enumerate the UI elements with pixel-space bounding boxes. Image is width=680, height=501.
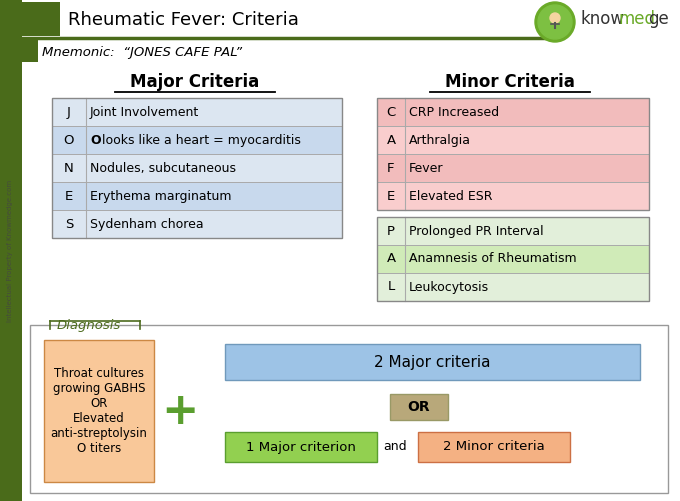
FancyBboxPatch shape bbox=[30, 325, 668, 493]
FancyBboxPatch shape bbox=[22, 2, 60, 36]
FancyBboxPatch shape bbox=[52, 98, 342, 126]
FancyBboxPatch shape bbox=[418, 432, 570, 462]
Text: 1 Major criterion: 1 Major criterion bbox=[246, 440, 356, 453]
FancyBboxPatch shape bbox=[225, 344, 640, 380]
Text: O: O bbox=[64, 133, 74, 146]
Text: know: know bbox=[580, 10, 624, 28]
Text: C: C bbox=[386, 106, 396, 119]
Text: L: L bbox=[388, 281, 394, 294]
Text: 2 Minor criteria: 2 Minor criteria bbox=[443, 440, 545, 453]
Text: E: E bbox=[387, 189, 395, 202]
Text: P: P bbox=[387, 224, 395, 237]
Text: A: A bbox=[386, 133, 396, 146]
Text: Throat cultures
growing GABHS
OR
Elevated
anti-streptolysin
O titers: Throat cultures growing GABHS OR Elevate… bbox=[50, 367, 148, 455]
Text: Fever: Fever bbox=[409, 161, 443, 174]
Text: looks like a heart = myocarditis: looks like a heart = myocarditis bbox=[98, 133, 301, 146]
Text: med: med bbox=[619, 10, 656, 28]
Text: and: and bbox=[384, 440, 407, 453]
Text: N: N bbox=[64, 161, 74, 174]
FancyBboxPatch shape bbox=[52, 154, 342, 182]
Circle shape bbox=[550, 13, 560, 23]
FancyBboxPatch shape bbox=[377, 126, 649, 154]
FancyBboxPatch shape bbox=[44, 340, 154, 482]
FancyBboxPatch shape bbox=[377, 273, 649, 301]
Text: Elevated ESR: Elevated ESR bbox=[409, 189, 492, 202]
FancyBboxPatch shape bbox=[22, 40, 38, 62]
Text: ge: ge bbox=[648, 10, 668, 28]
Text: Sydenham chorea: Sydenham chorea bbox=[90, 217, 203, 230]
Text: Major Criteria: Major Criteria bbox=[131, 73, 260, 91]
Text: Mnemonic:  “JONES CAFE PAL”: Mnemonic: “JONES CAFE PAL” bbox=[42, 46, 242, 59]
Text: CRP Increased: CRP Increased bbox=[409, 106, 499, 119]
Text: F: F bbox=[387, 161, 395, 174]
FancyBboxPatch shape bbox=[225, 432, 377, 462]
FancyBboxPatch shape bbox=[377, 245, 649, 273]
Text: Anamnesis of Rheumatism: Anamnesis of Rheumatism bbox=[409, 253, 577, 266]
Text: E: E bbox=[65, 189, 73, 202]
Text: Nodules, subcutaneous: Nodules, subcutaneous bbox=[90, 161, 236, 174]
Text: Intellectual Property of Knowmedge.com: Intellectual Property of Knowmedge.com bbox=[7, 179, 13, 322]
Circle shape bbox=[535, 2, 575, 42]
Circle shape bbox=[538, 5, 572, 39]
FancyBboxPatch shape bbox=[390, 394, 448, 420]
Text: Arthralgia: Arthralgia bbox=[409, 133, 471, 146]
Text: Rheumatic Fever: Criteria: Rheumatic Fever: Criteria bbox=[68, 11, 299, 29]
Text: 2 Major criteria: 2 Major criteria bbox=[374, 355, 491, 370]
Text: J: J bbox=[67, 106, 71, 119]
Text: OR: OR bbox=[408, 400, 430, 414]
Text: Prolonged PR Interval: Prolonged PR Interval bbox=[409, 224, 543, 237]
Text: Erythema marginatum: Erythema marginatum bbox=[90, 189, 231, 202]
Text: S: S bbox=[65, 217, 73, 230]
FancyBboxPatch shape bbox=[377, 217, 649, 245]
Text: Leukocytosis: Leukocytosis bbox=[409, 281, 489, 294]
Text: +: + bbox=[161, 389, 199, 432]
Text: Diagnosis: Diagnosis bbox=[57, 319, 121, 332]
FancyBboxPatch shape bbox=[52, 126, 342, 154]
Text: A: A bbox=[386, 253, 396, 266]
FancyBboxPatch shape bbox=[377, 98, 649, 126]
Text: Minor Criteria: Minor Criteria bbox=[445, 73, 575, 91]
FancyBboxPatch shape bbox=[52, 210, 342, 238]
FancyBboxPatch shape bbox=[52, 182, 342, 210]
FancyBboxPatch shape bbox=[377, 154, 649, 182]
FancyBboxPatch shape bbox=[377, 182, 649, 210]
Text: O: O bbox=[90, 133, 101, 146]
Text: Joint Involvement: Joint Involvement bbox=[90, 106, 199, 119]
FancyBboxPatch shape bbox=[0, 0, 22, 501]
